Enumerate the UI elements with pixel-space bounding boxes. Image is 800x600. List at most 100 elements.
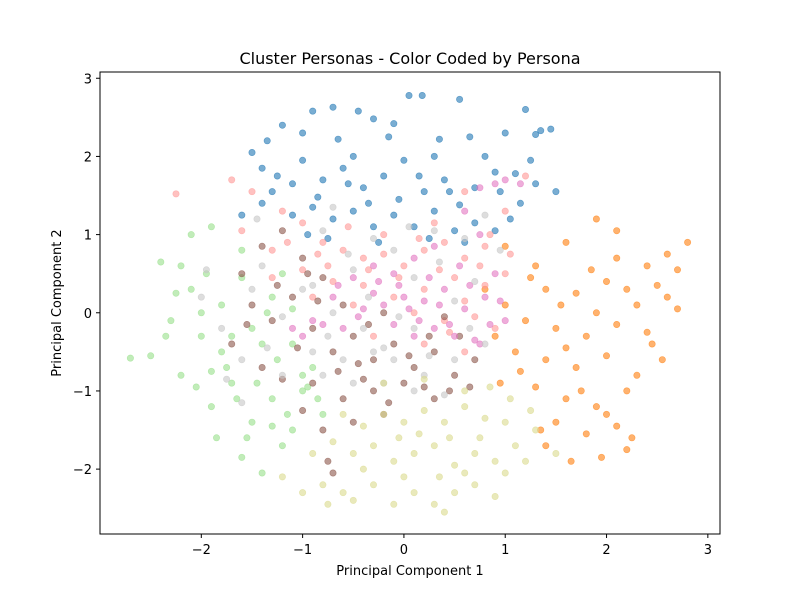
data-point bbox=[218, 324, 226, 332]
data-point bbox=[299, 332, 307, 340]
data-point bbox=[451, 461, 459, 469]
data-point bbox=[268, 274, 276, 282]
data-point bbox=[511, 348, 519, 356]
y-tick-label: 0 bbox=[84, 307, 92, 322]
data-point bbox=[268, 293, 276, 301]
data-point bbox=[288, 324, 296, 332]
data-point bbox=[435, 266, 443, 274]
data-point bbox=[380, 379, 388, 387]
data-point bbox=[435, 135, 443, 143]
data-point bbox=[349, 207, 357, 215]
data-point bbox=[420, 297, 428, 305]
data-point bbox=[400, 379, 408, 387]
data-point bbox=[420, 375, 428, 383]
data-point bbox=[471, 336, 479, 344]
data-point bbox=[420, 188, 428, 196]
data-point bbox=[278, 227, 286, 235]
data-point bbox=[511, 170, 519, 178]
data-point bbox=[359, 324, 367, 332]
data-point bbox=[582, 332, 590, 340]
data-point bbox=[157, 258, 165, 266]
data-point bbox=[248, 324, 256, 332]
data-point bbox=[430, 242, 438, 250]
data-point bbox=[430, 207, 438, 215]
data-point bbox=[299, 285, 307, 293]
data-point bbox=[177, 262, 185, 270]
data-point bbox=[395, 434, 403, 442]
data-point bbox=[126, 354, 134, 362]
data-point bbox=[319, 238, 327, 246]
data-point bbox=[304, 383, 312, 391]
data-point bbox=[299, 254, 307, 262]
x-axis-label: Principal Component 1 bbox=[336, 564, 483, 579]
data-point bbox=[344, 250, 352, 258]
data-point bbox=[228, 340, 236, 348]
data-point bbox=[258, 469, 266, 477]
data-point bbox=[451, 489, 459, 497]
data-point bbox=[349, 496, 357, 504]
data-point bbox=[288, 293, 296, 301]
data-point bbox=[258, 242, 266, 250]
data-point bbox=[425, 352, 433, 360]
data-point bbox=[471, 219, 479, 227]
data-point bbox=[410, 254, 418, 262]
data-point bbox=[476, 434, 484, 442]
data-point bbox=[369, 235, 377, 243]
data-point bbox=[253, 379, 261, 387]
data-point bbox=[309, 363, 317, 371]
data-point bbox=[309, 293, 317, 301]
data-point bbox=[369, 262, 377, 270]
data-point bbox=[339, 301, 347, 309]
data-point bbox=[299, 406, 307, 414]
data-point bbox=[435, 301, 443, 309]
data-point bbox=[552, 418, 560, 426]
data-point bbox=[410, 387, 418, 395]
data-point bbox=[496, 379, 504, 387]
data-point bbox=[516, 199, 524, 207]
data-point bbox=[481, 152, 489, 160]
data-point bbox=[435, 258, 443, 266]
data-point bbox=[233, 395, 241, 403]
data-point bbox=[390, 457, 398, 465]
data-point bbox=[273, 356, 281, 364]
data-point bbox=[451, 356, 459, 364]
data-point bbox=[273, 281, 281, 289]
data-point bbox=[471, 481, 479, 489]
data-point bbox=[405, 352, 413, 360]
data-point bbox=[369, 442, 377, 450]
series-1 bbox=[481, 215, 692, 465]
data-point bbox=[471, 356, 479, 364]
data-point bbox=[491, 457, 499, 465]
data-point bbox=[228, 332, 236, 340]
data-point bbox=[218, 348, 226, 356]
data-point bbox=[299, 219, 307, 227]
data-point bbox=[587, 266, 595, 274]
data-point bbox=[197, 332, 205, 340]
data-point bbox=[390, 246, 398, 254]
data-point bbox=[278, 371, 286, 379]
data-point bbox=[430, 219, 438, 227]
data-point bbox=[339, 395, 347, 403]
data-point bbox=[278, 313, 286, 321]
data-point bbox=[390, 120, 398, 128]
data-point bbox=[319, 410, 327, 418]
data-point bbox=[592, 215, 600, 223]
data-point bbox=[602, 410, 610, 418]
data-point bbox=[562, 238, 570, 246]
data-point bbox=[491, 168, 499, 176]
data-point bbox=[486, 320, 494, 328]
data-point bbox=[304, 270, 312, 278]
data-point bbox=[309, 348, 317, 356]
data-point bbox=[329, 215, 337, 223]
data-point bbox=[369, 115, 377, 123]
y-tick-label: −2 bbox=[73, 463, 92, 478]
data-point bbox=[461, 297, 469, 305]
data-point bbox=[430, 227, 438, 235]
data-point bbox=[243, 320, 251, 328]
data-point bbox=[461, 235, 469, 243]
y-tick-label: 1 bbox=[84, 229, 92, 244]
data-point bbox=[344, 180, 352, 188]
data-point bbox=[268, 422, 276, 430]
data-point bbox=[597, 453, 605, 461]
